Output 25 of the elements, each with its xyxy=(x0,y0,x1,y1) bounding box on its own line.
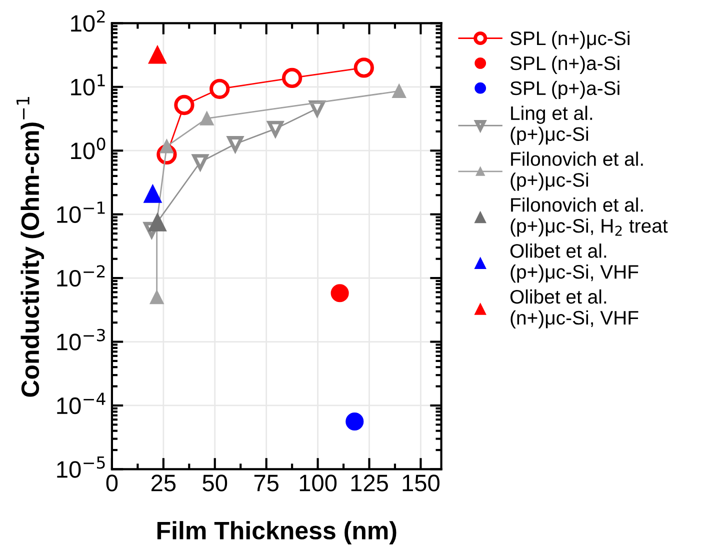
x-tick-label: 50 xyxy=(202,474,228,492)
x-tick-label: 0 xyxy=(106,474,118,492)
legend-label: SPL (n+)a-Si xyxy=(510,56,620,74)
x-axis-title: Film Thickness (nm) xyxy=(157,521,396,544)
legend-label: Filonovich et al. (p+)μc-Si xyxy=(510,152,643,191)
y-axis-title: Conductivity (Ohm-cm)$^{−1}$ xyxy=(16,97,44,397)
y-tick-label: 10$^{−1}$ xyxy=(57,202,105,223)
legend-label: Ling et al. (p+)μc-Si xyxy=(510,106,592,145)
x-tick-label: 75 xyxy=(254,474,278,492)
legend-label: Filonovich et al. (p+)μc-Si, H$_{2}$ treat xyxy=(510,198,668,237)
y-tick-label: 10$^{0}$ xyxy=(71,138,106,160)
y-tick-label: 10$^{−2}$ xyxy=(57,265,105,287)
y-tick-label: 10$^{−3}$ xyxy=(57,328,105,350)
x-tick-label: 125 xyxy=(351,474,388,492)
legend-label: SPL (n+)μc-Si xyxy=(510,30,630,50)
x-tick-label: 100 xyxy=(300,474,337,492)
legend-label: Olibet et al. (p+)μc-Si, VHF xyxy=(510,244,638,283)
x-tick-label: 150 xyxy=(402,474,440,492)
y-tick-label: 10$^{−4}$ xyxy=(57,392,106,414)
y-tick-label: 10$^{1}$ xyxy=(71,74,105,96)
y-tick-label: 10$^{2}$ xyxy=(71,10,105,32)
y-tick-label: 10$^{−5}$ xyxy=(57,456,105,478)
legend-label: Olibet et al. (n+)μc-Si, VHF xyxy=(510,289,638,328)
legend-label: SPL (p+)a-Si xyxy=(510,80,620,99)
x-tick-label: 25 xyxy=(151,474,176,492)
